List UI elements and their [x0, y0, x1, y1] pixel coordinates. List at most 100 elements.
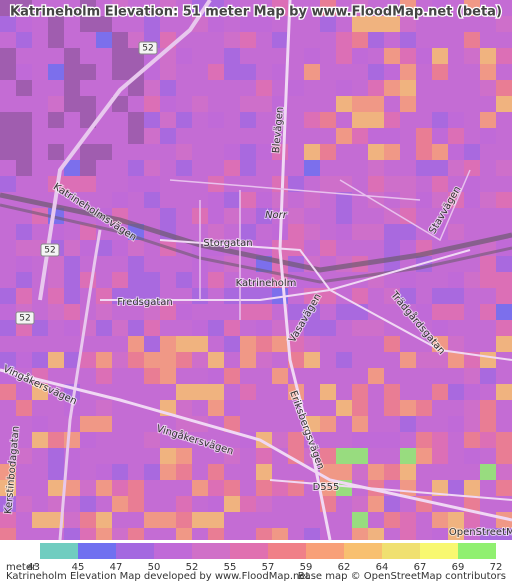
elevation-cell	[272, 528, 288, 540]
elevation-cell	[208, 480, 224, 496]
elevation-cell	[144, 192, 160, 208]
elevation-cell	[448, 512, 464, 528]
elevation-cell	[496, 48, 512, 64]
elevation-cell	[16, 496, 32, 512]
place-label: Storgatan	[203, 238, 252, 249]
elevation-cell	[16, 64, 32, 80]
elevation-cell	[496, 304, 512, 320]
elevation-cell	[400, 512, 416, 528]
elevation-cell	[304, 352, 320, 368]
elevation-cell	[288, 480, 304, 496]
elevation-cell	[288, 240, 304, 256]
elevation-cell	[256, 528, 272, 540]
elevation-cell	[0, 176, 16, 192]
elevation-cell	[96, 416, 112, 432]
elevation-cell	[368, 112, 384, 128]
elevation-cell	[160, 128, 176, 144]
elevation-cell	[464, 0, 480, 16]
elevation-cell	[448, 304, 464, 320]
elevation-cell	[224, 32, 240, 48]
elevation-cell	[448, 224, 464, 240]
elevation-cell	[224, 496, 240, 512]
elevation-cell	[16, 144, 32, 160]
elevation-cell	[336, 80, 352, 96]
elevation-cell	[96, 512, 112, 528]
elevation-cell	[192, 512, 208, 528]
elevation-cell	[208, 272, 224, 288]
elevation-cell	[144, 368, 160, 384]
elevation-cell	[176, 448, 192, 464]
elevation-cell	[416, 448, 432, 464]
elevation-cell	[160, 112, 176, 128]
elevation-cell	[64, 464, 80, 480]
elevation-cell	[64, 80, 80, 96]
elevation-cell	[64, 512, 80, 528]
elevation-cell	[336, 304, 352, 320]
elevation-cell	[272, 0, 288, 16]
elevation-cell	[112, 464, 128, 480]
elevation-cell	[112, 48, 128, 64]
elevation-cell	[144, 16, 160, 32]
elevation-cell	[320, 144, 336, 160]
elevation-cell	[208, 512, 224, 528]
elevation-cell	[432, 432, 448, 448]
elevation-cell	[496, 16, 512, 32]
elevation-cell	[336, 192, 352, 208]
elevation-cell	[16, 160, 32, 176]
elevation-cell	[480, 192, 496, 208]
elevation-cell	[384, 16, 400, 32]
elevation-cell	[432, 0, 448, 16]
elevation-cell	[112, 192, 128, 208]
elevation-cell	[224, 336, 240, 352]
elevation-cell	[48, 352, 64, 368]
elevation-cell	[0, 64, 16, 80]
elevation-cell	[48, 16, 64, 32]
elevation-cell	[208, 320, 224, 336]
elevation-cell	[384, 496, 400, 512]
elevation-cell	[336, 400, 352, 416]
elevation-cell	[400, 272, 416, 288]
elevation-cell	[160, 80, 176, 96]
elevation-cell	[48, 96, 64, 112]
elevation-cell	[144, 432, 160, 448]
elevation-cell	[432, 64, 448, 80]
elevation-cell	[80, 224, 96, 240]
elevation-cell	[336, 224, 352, 240]
elevation-cell	[16, 448, 32, 464]
elevation-cell	[272, 320, 288, 336]
elevation-cell	[432, 128, 448, 144]
elevation-cell	[192, 336, 208, 352]
elevation-cell	[336, 32, 352, 48]
elevation-cell	[400, 528, 416, 540]
elevation-cell	[64, 240, 80, 256]
elevation-cell	[240, 16, 256, 32]
elevation-cell	[448, 480, 464, 496]
elevation-cell	[272, 336, 288, 352]
elevation-cell	[240, 288, 256, 304]
elevation-cell	[432, 384, 448, 400]
elevation-cell	[464, 272, 480, 288]
elevation-cell	[288, 336, 304, 352]
elevation-cell	[496, 320, 512, 336]
elevation-cell	[416, 192, 432, 208]
legend-swatch	[116, 543, 154, 559]
elevation-cell	[304, 528, 320, 540]
elevation-cell	[80, 480, 96, 496]
elevation-cell	[464, 176, 480, 192]
elevation-cell	[256, 208, 272, 224]
elevation-cell	[224, 0, 240, 16]
legend-tick-label: 67	[414, 562, 427, 573]
elevation-cell	[80, 176, 96, 192]
elevation-cell	[336, 352, 352, 368]
elevation-cell	[16, 0, 32, 16]
elevation-cell	[208, 112, 224, 128]
elevation-cell	[432, 192, 448, 208]
elevation-cell	[0, 112, 16, 128]
map-title: Katrineholm Elevation: 51 meter Map by w…	[10, 5, 502, 20]
elevation-cell	[384, 400, 400, 416]
elevation-cell	[80, 352, 96, 368]
elevation-cell	[144, 112, 160, 128]
elevation-cell	[224, 192, 240, 208]
elevation-cell	[464, 400, 480, 416]
place-label: Blevägen	[271, 106, 286, 153]
